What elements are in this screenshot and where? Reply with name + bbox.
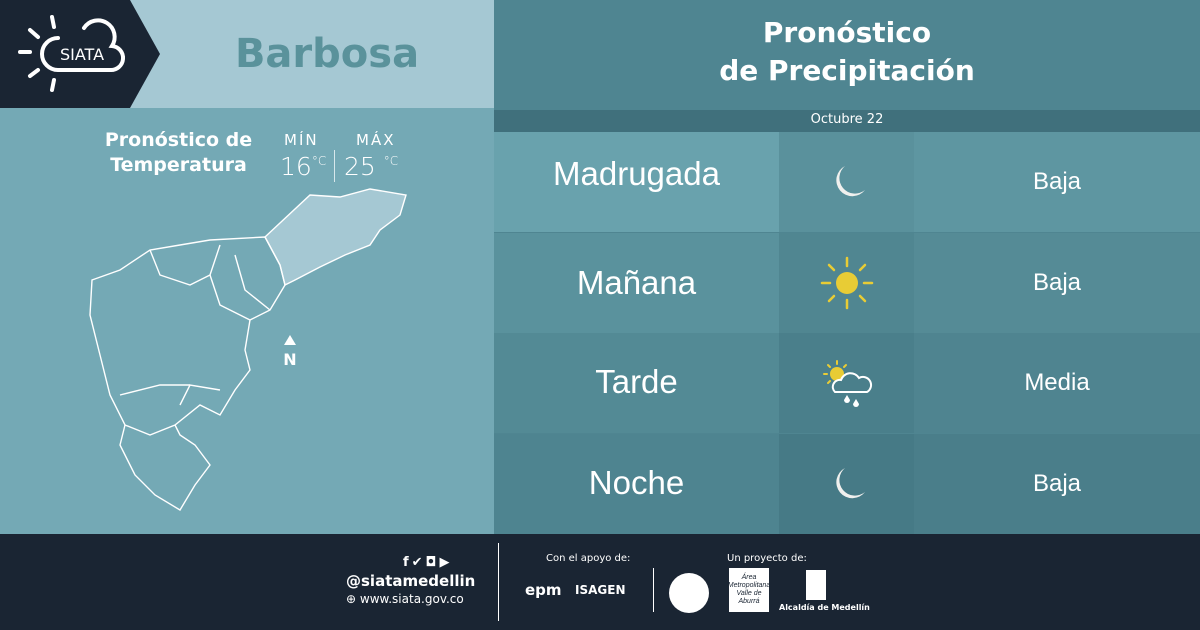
instagram-icon[interactable]: ◘: [425, 555, 440, 570]
website-text[interactable]: www.siata.gov.co: [359, 592, 464, 606]
title-line: Pronóstico: [762, 16, 932, 49]
alcaldia-crest: [806, 570, 826, 600]
min-temp: 16°C: [280, 152, 327, 181]
precipitation-level: Baja: [1032, 470, 1082, 497]
forecast-row: Mañana Baja: [494, 233, 1200, 333]
city-name: Barbosa: [234, 31, 420, 77]
precipitation-level: Media: [1024, 369, 1090, 396]
forecast-row: Madrugada Baja: [494, 132, 1200, 232]
max-temp: 25 °C: [344, 152, 399, 181]
title-line: de Precipitación: [719, 54, 975, 87]
footer: [0, 534, 1200, 630]
area-metropolitana-logo: Área Metropolitana Valle de Aburrá: [729, 568, 769, 612]
temperature-panel: [0, 108, 494, 534]
youtube-icon[interactable]: ▶: [439, 555, 453, 570]
divider: [653, 568, 654, 612]
support-label: Con el apoyo de:: [546, 553, 631, 564]
sun-icon: [779, 233, 914, 333]
max-label: MÁX: [356, 131, 396, 149]
title-line: Pronóstico de: [104, 129, 253, 151]
alcaldia-logo-text: Alcaldía de Medellín: [779, 603, 870, 612]
website-link[interactable]: ⊕ www.siata.gov.co: [346, 592, 464, 606]
siata-logo: SIATA: [0, 0, 160, 108]
epm-logo: epm: [525, 581, 562, 599]
precipitation-title: Pronóstico de Precipitación: [494, 14, 1200, 90]
globe-icon: ⊕: [346, 592, 357, 606]
precipitation-level: Baja: [1032, 269, 1082, 296]
north-label: N: [283, 350, 296, 369]
map-region-barbosa: [264, 188, 407, 287]
social-icons[interactable]: f✔◘▶: [403, 555, 453, 570]
logo-text: SIATA: [60, 45, 104, 64]
forecast-date: Octubre 22: [494, 110, 1200, 132]
isagen-logo: ISAGEN: [575, 583, 626, 597]
sun-cloud-rain-icon: [779, 333, 914, 433]
forecast-row: Tarde Media: [494, 333, 1200, 433]
title-line: Temperatura: [110, 154, 247, 176]
divider: [498, 543, 499, 621]
area-metropolitana-logo-text: Área Metropolitana Valle de Aburrá: [729, 574, 769, 605]
moon-icon: [779, 434, 914, 534]
facebook-icon[interactable]: f: [403, 555, 412, 570]
period-label: Tarde: [494, 333, 779, 433]
divider: [334, 150, 335, 182]
period-label: Noche: [494, 434, 779, 534]
social-handle[interactable]: @siatamedellin: [346, 572, 476, 590]
precipitation-level: Baja: [1032, 168, 1082, 195]
north-arrow-icon: [284, 335, 296, 345]
seal-logo: [669, 573, 709, 613]
project-label: Un proyecto de:: [727, 553, 807, 564]
period-label: Madrugada: [494, 132, 779, 232]
municipality-map: N: [89, 188, 407, 511]
period-label: Mañana: [494, 233, 779, 333]
min-label: MÍN: [284, 131, 319, 149]
temperature-title: Pronóstico de Temperatura: [96, 128, 261, 178]
twitter-icon[interactable]: ✔: [411, 555, 426, 570]
moon-icon: [779, 132, 914, 232]
forecast-row: Noche Baja: [494, 434, 1200, 534]
